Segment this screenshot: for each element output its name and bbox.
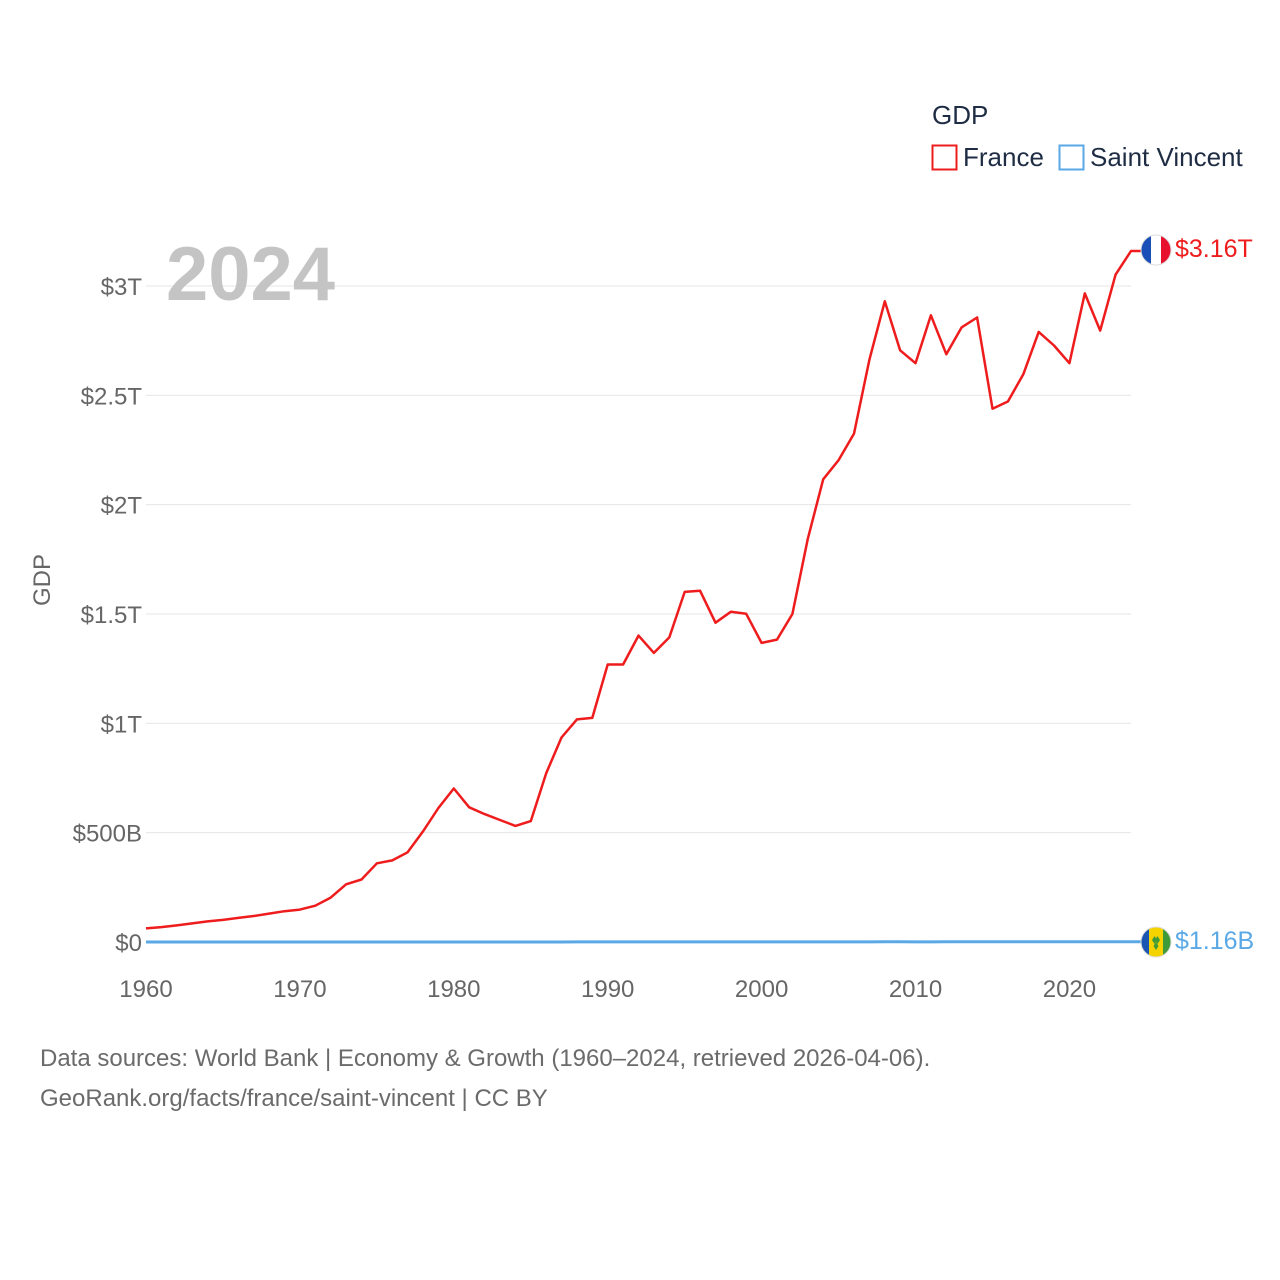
- y-tick-label: $3T: [101, 274, 143, 301]
- legend-swatch-france: [931, 144, 958, 171]
- source-line-2[interactable]: GeoRank.org/facts/france/saint-vincent |…: [40, 1085, 548, 1112]
- legend[interactable]: GDP France Saint Vincent: [931, 100, 1244, 172]
- legend-title: GDP: [932, 100, 988, 130]
- end-label-saint-vincent: $1.16B: [1175, 927, 1254, 955]
- end-label-france: $3.16T: [1175, 235, 1253, 263]
- legend-label-france: France: [963, 142, 1044, 172]
- series-line-france[interactable]: [145, 249, 1141, 930]
- saint-vincent-flag-icon: [1141, 927, 1171, 957]
- x-tick-label: 1990: [581, 976, 634, 1003]
- grid-lines: [146, 285, 1131, 943]
- x-tick-label: 2010: [889, 976, 942, 1003]
- x-tick-label: 1980: [427, 976, 480, 1003]
- y-tick-label: $1.5T: [81, 602, 143, 629]
- y-tick-label: $0: [115, 930, 142, 957]
- x-axis-tick-labels: 1960 1970 1980 1990 2000 2010 2020: [119, 976, 1096, 1003]
- x-tick-label: 1970: [273, 976, 326, 1003]
- y-tick-label: $2T: [101, 493, 143, 520]
- x-tick-label: 1960: [119, 976, 172, 1003]
- y-tick-label: $2.5T: [81, 383, 143, 410]
- y-axis-title: GDP: [29, 554, 56, 606]
- source-line-1: Data sources: World Bank | Economy & Gro…: [40, 1045, 931, 1072]
- legend-item-france[interactable]: France: [931, 142, 1044, 172]
- legend-swatch-saint-vincent: [1058, 144, 1085, 171]
- year-watermark: 2024: [166, 232, 335, 317]
- x-tick-label: 2000: [735, 976, 788, 1003]
- data-series: [145, 249, 1141, 944]
- y-axis-tick-labels: $0 $500B $1T $1.5T $2T $2.5T $3T: [73, 274, 143, 957]
- y-tick-label: $500B: [73, 821, 142, 848]
- legend-label-saint-vincent: Saint Vincent: [1090, 142, 1244, 172]
- france-flag-icon: [1141, 235, 1171, 265]
- x-tick-label: 2020: [1043, 976, 1096, 1003]
- legend-item-saint-vincent[interactable]: Saint Vincent: [1058, 142, 1244, 172]
- y-tick-label: $1T: [101, 711, 143, 738]
